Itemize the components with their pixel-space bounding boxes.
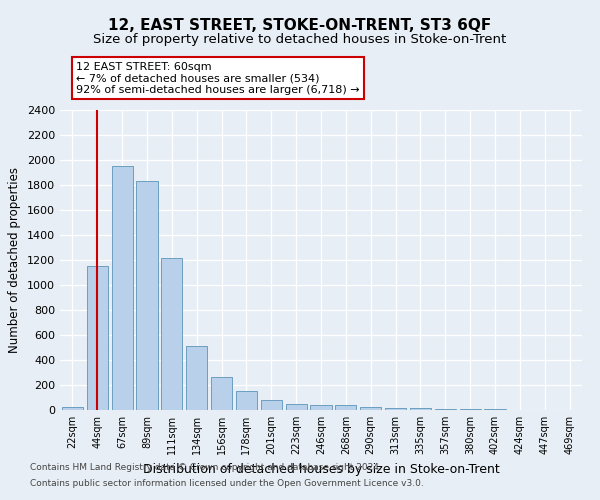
Text: 12, EAST STREET, STOKE-ON-TRENT, ST3 6QF: 12, EAST STREET, STOKE-ON-TRENT, ST3 6QF: [109, 18, 491, 32]
Text: 12 EAST STREET: 60sqm
← 7% of detached houses are smaller (534)
92% of semi-deta: 12 EAST STREET: 60sqm ← 7% of detached h…: [76, 62, 360, 95]
Text: Contains HM Land Registry data © Crown copyright and database right 2024.: Contains HM Land Registry data © Crown c…: [30, 464, 382, 472]
Bar: [62, 406, 83, 410]
Bar: [286, 404, 307, 410]
Bar: [261, 400, 282, 410]
Bar: [136, 181, 158, 410]
Text: Contains public sector information licensed under the Open Government Licence v3: Contains public sector information licen…: [30, 478, 424, 488]
Bar: [161, 258, 182, 410]
Bar: [236, 391, 257, 410]
Bar: [186, 346, 207, 410]
X-axis label: Distribution of detached houses by size in Stoke-on-Trent: Distribution of detached houses by size …: [143, 462, 499, 475]
Bar: [410, 408, 431, 410]
Bar: [112, 166, 133, 410]
Bar: [87, 266, 108, 410]
Bar: [310, 405, 332, 410]
Text: Size of property relative to detached houses in Stoke-on-Trent: Size of property relative to detached ho…: [94, 32, 506, 46]
Bar: [385, 408, 406, 410]
Bar: [211, 377, 232, 410]
Y-axis label: Number of detached properties: Number of detached properties: [8, 167, 22, 353]
Bar: [360, 407, 381, 410]
Bar: [335, 405, 356, 410]
